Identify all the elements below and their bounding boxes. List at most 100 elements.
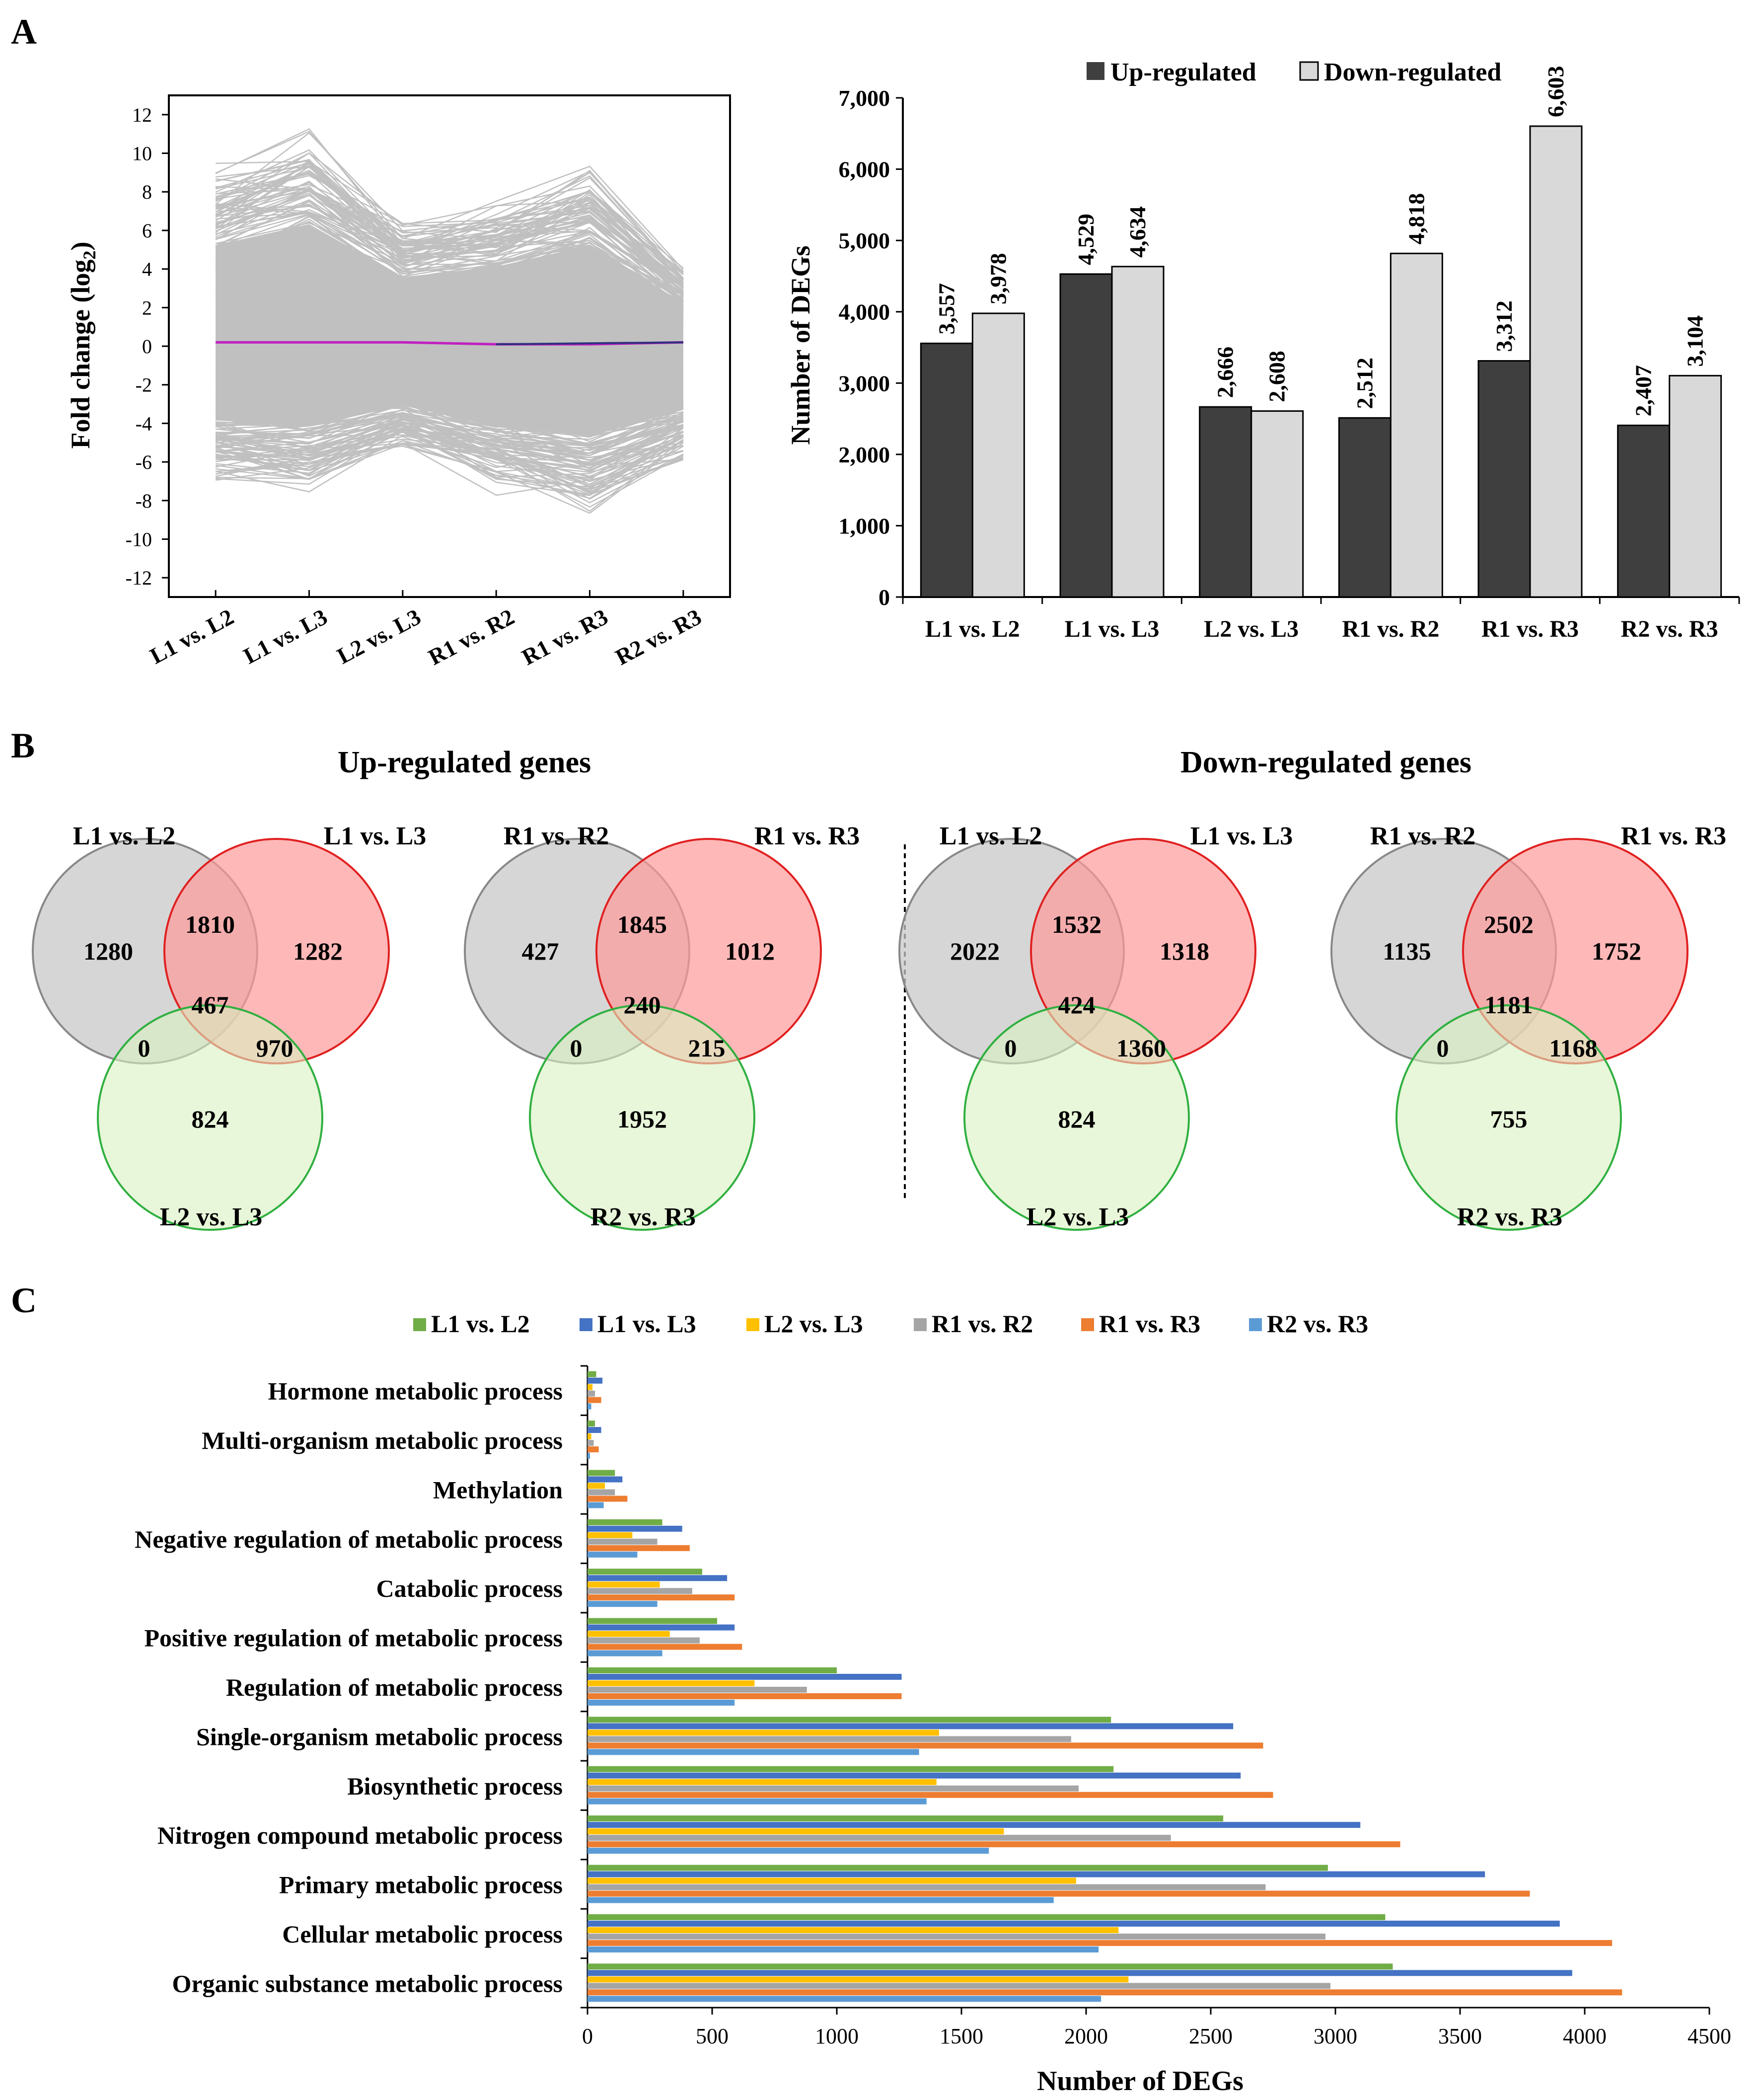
- venn-count-bc: 215: [688, 1034, 726, 1062]
- deg-bar-up: [1477, 360, 1531, 598]
- go-legend-swatch: [1249, 1318, 1262, 1331]
- deg-ytick-label: 5,000: [839, 228, 890, 253]
- fold-change-ylabel-close: ): [66, 242, 95, 251]
- fold-change-ytick-label: 2: [142, 297, 152, 319]
- go-legend-swatch: [746, 1318, 759, 1331]
- fold-change-gene-line: [216, 212, 684, 302]
- go-category-label: Cellular metabolic process: [282, 1920, 563, 1948]
- deg-bar-down: [1390, 252, 1443, 598]
- venn-count-b-only: 1012: [725, 937, 775, 965]
- venn-count-a-only: 1280: [83, 937, 133, 965]
- go-bar: [587, 1890, 1530, 1897]
- go-bar: [587, 1502, 604, 1508]
- fold-change-gene-line: [216, 390, 683, 417]
- go-bar: [587, 1371, 596, 1377]
- venn-count-c-only: 824: [1058, 1105, 1096, 1133]
- deg-data-label-down: 3,978: [985, 253, 1011, 304]
- go-xtick-label: 3500: [1438, 2024, 1482, 2048]
- go-bar: [587, 1594, 735, 1601]
- deg-ytick-label: 6,000: [839, 157, 890, 182]
- venn-count-b-only: 1282: [293, 937, 343, 965]
- fold-change-ylabel-text: Fold change (log: [66, 259, 95, 449]
- fold-change-gene-line: [216, 420, 684, 468]
- deg-xtick-label: L2 vs. L3: [1204, 616, 1299, 642]
- fold-change-chart: 12 10 8 6 4 2 0 -2 -4 -6 -8 -10 -12 L1 vs. L2 L1 vs. L…: [66, 94, 731, 670]
- go-bar: [587, 1865, 1328, 1871]
- venn-set-label-a: R1 vs. R2: [1370, 822, 1475, 850]
- go-bar: [587, 1835, 1171, 1841]
- go-bar: [587, 1384, 593, 1390]
- fold-change-xtick-label: R1 vs. R2: [424, 604, 518, 670]
- fold-change-gene-line: [215, 214, 684, 293]
- venn-count-b-only: 1752: [1592, 937, 1641, 965]
- fold-change-gene-line: [216, 304, 684, 332]
- fold-change-gene-line: [216, 264, 684, 315]
- go-bar: [587, 1680, 755, 1686]
- fold-change-ytick-label: -10: [126, 528, 152, 550]
- fold-change-gene-line: [215, 406, 684, 444]
- fold-change-gene-line: [216, 371, 683, 385]
- fold-change-ylabel-subscript: 2: [79, 250, 99, 259]
- fold-change-gene-line: [216, 429, 684, 477]
- deg-bar-down: [1669, 375, 1722, 598]
- fold-change-gene-line: [215, 393, 684, 432]
- fold-change-gene-line: [216, 357, 683, 371]
- fold-change-ytick-label: 0: [142, 335, 152, 358]
- legend-swatch-down: [1299, 61, 1319, 81]
- deg-data-label-up: 4,529: [1073, 214, 1099, 265]
- fold-change-gene-line: [216, 424, 683, 474]
- deg-data-label-down: 4,634: [1125, 206, 1150, 258]
- venn-count-a-only: 1135: [1383, 937, 1431, 965]
- venn-count-bc: 1168: [1549, 1034, 1597, 1062]
- go-bar: [587, 1717, 1111, 1723]
- go-bar: [587, 1742, 1263, 1749]
- go-bar: [587, 1470, 615, 1476]
- deg-bar-up: [1338, 417, 1392, 598]
- venn-count-ac: 0: [570, 1034, 583, 1062]
- go-xtick-label: 1000: [815, 2024, 859, 2048]
- fold-change-gene-line: [216, 336, 683, 344]
- deg-xtick-label: L1 vs. L3: [1065, 616, 1160, 642]
- go-bar: [587, 1575, 728, 1581]
- deg-bar-up: [1199, 406, 1252, 598]
- go-bar: [587, 1946, 1099, 1952]
- fold-change-gene-line: [216, 428, 684, 460]
- deg-ytick-label: 0: [879, 585, 890, 610]
- venn-count-bc: 970: [256, 1034, 294, 1062]
- fold-change-ytick-label: 4: [142, 258, 152, 281]
- deg-bar-down: [1111, 266, 1165, 598]
- venn-count-abc: 1181: [1484, 991, 1533, 1019]
- deg-data-label-up: 3,312: [1491, 300, 1517, 352]
- deg-xtick-label: L1 vs. L2: [925, 616, 1020, 642]
- go-xtick-label: 0: [582, 2024, 593, 2048]
- venn-set-label-a: R1 vs. R2: [504, 822, 609, 850]
- deg-ytick-label: 7,000: [839, 85, 890, 111]
- deg-bar-down: [1529, 125, 1583, 598]
- panel-label-a: A: [11, 12, 37, 52]
- go-xtick-label: 1500: [940, 2024, 983, 2048]
- venn-count-a-only: 2022: [950, 937, 1000, 965]
- go-bar: [587, 1996, 1101, 2002]
- fold-change-ytick-label: 12: [132, 104, 152, 126]
- fold-change-gene-line: [216, 310, 684, 333]
- go-bar: [587, 1427, 601, 1433]
- venn-set-label-c: R2 vs. R3: [1457, 1203, 1562, 1231]
- venn-count-c-only: 824: [192, 1105, 229, 1133]
- go-bar: [587, 1989, 1622, 1996]
- venn-heading-down: Down-regulated genes: [1180, 746, 1471, 779]
- fold-change-gene-line: [216, 372, 683, 387]
- go-bar: [587, 1667, 837, 1673]
- deg-xtick-label: R1 vs. R3: [1481, 616, 1579, 642]
- venn-count-bc: 1360: [1116, 1034, 1166, 1062]
- venn-set-label-b: L1 vs. L3: [1190, 822, 1293, 850]
- venn-set-label-b: L1 vs. L3: [324, 822, 427, 850]
- go-legend-swatch: [413, 1318, 426, 1331]
- go-bar: [587, 1581, 660, 1588]
- venn-count-ab: 2502: [1484, 910, 1534, 938]
- go-category-label: Biosynthetic process: [347, 1772, 563, 1800]
- go-bar: [587, 1970, 1572, 1976]
- fold-change-gene-line: [216, 178, 684, 280]
- fold-change-ytick-label: -12: [126, 567, 152, 589]
- go-bar: [587, 1545, 690, 1551]
- deg-data-label-down: 6,603: [1543, 66, 1568, 117]
